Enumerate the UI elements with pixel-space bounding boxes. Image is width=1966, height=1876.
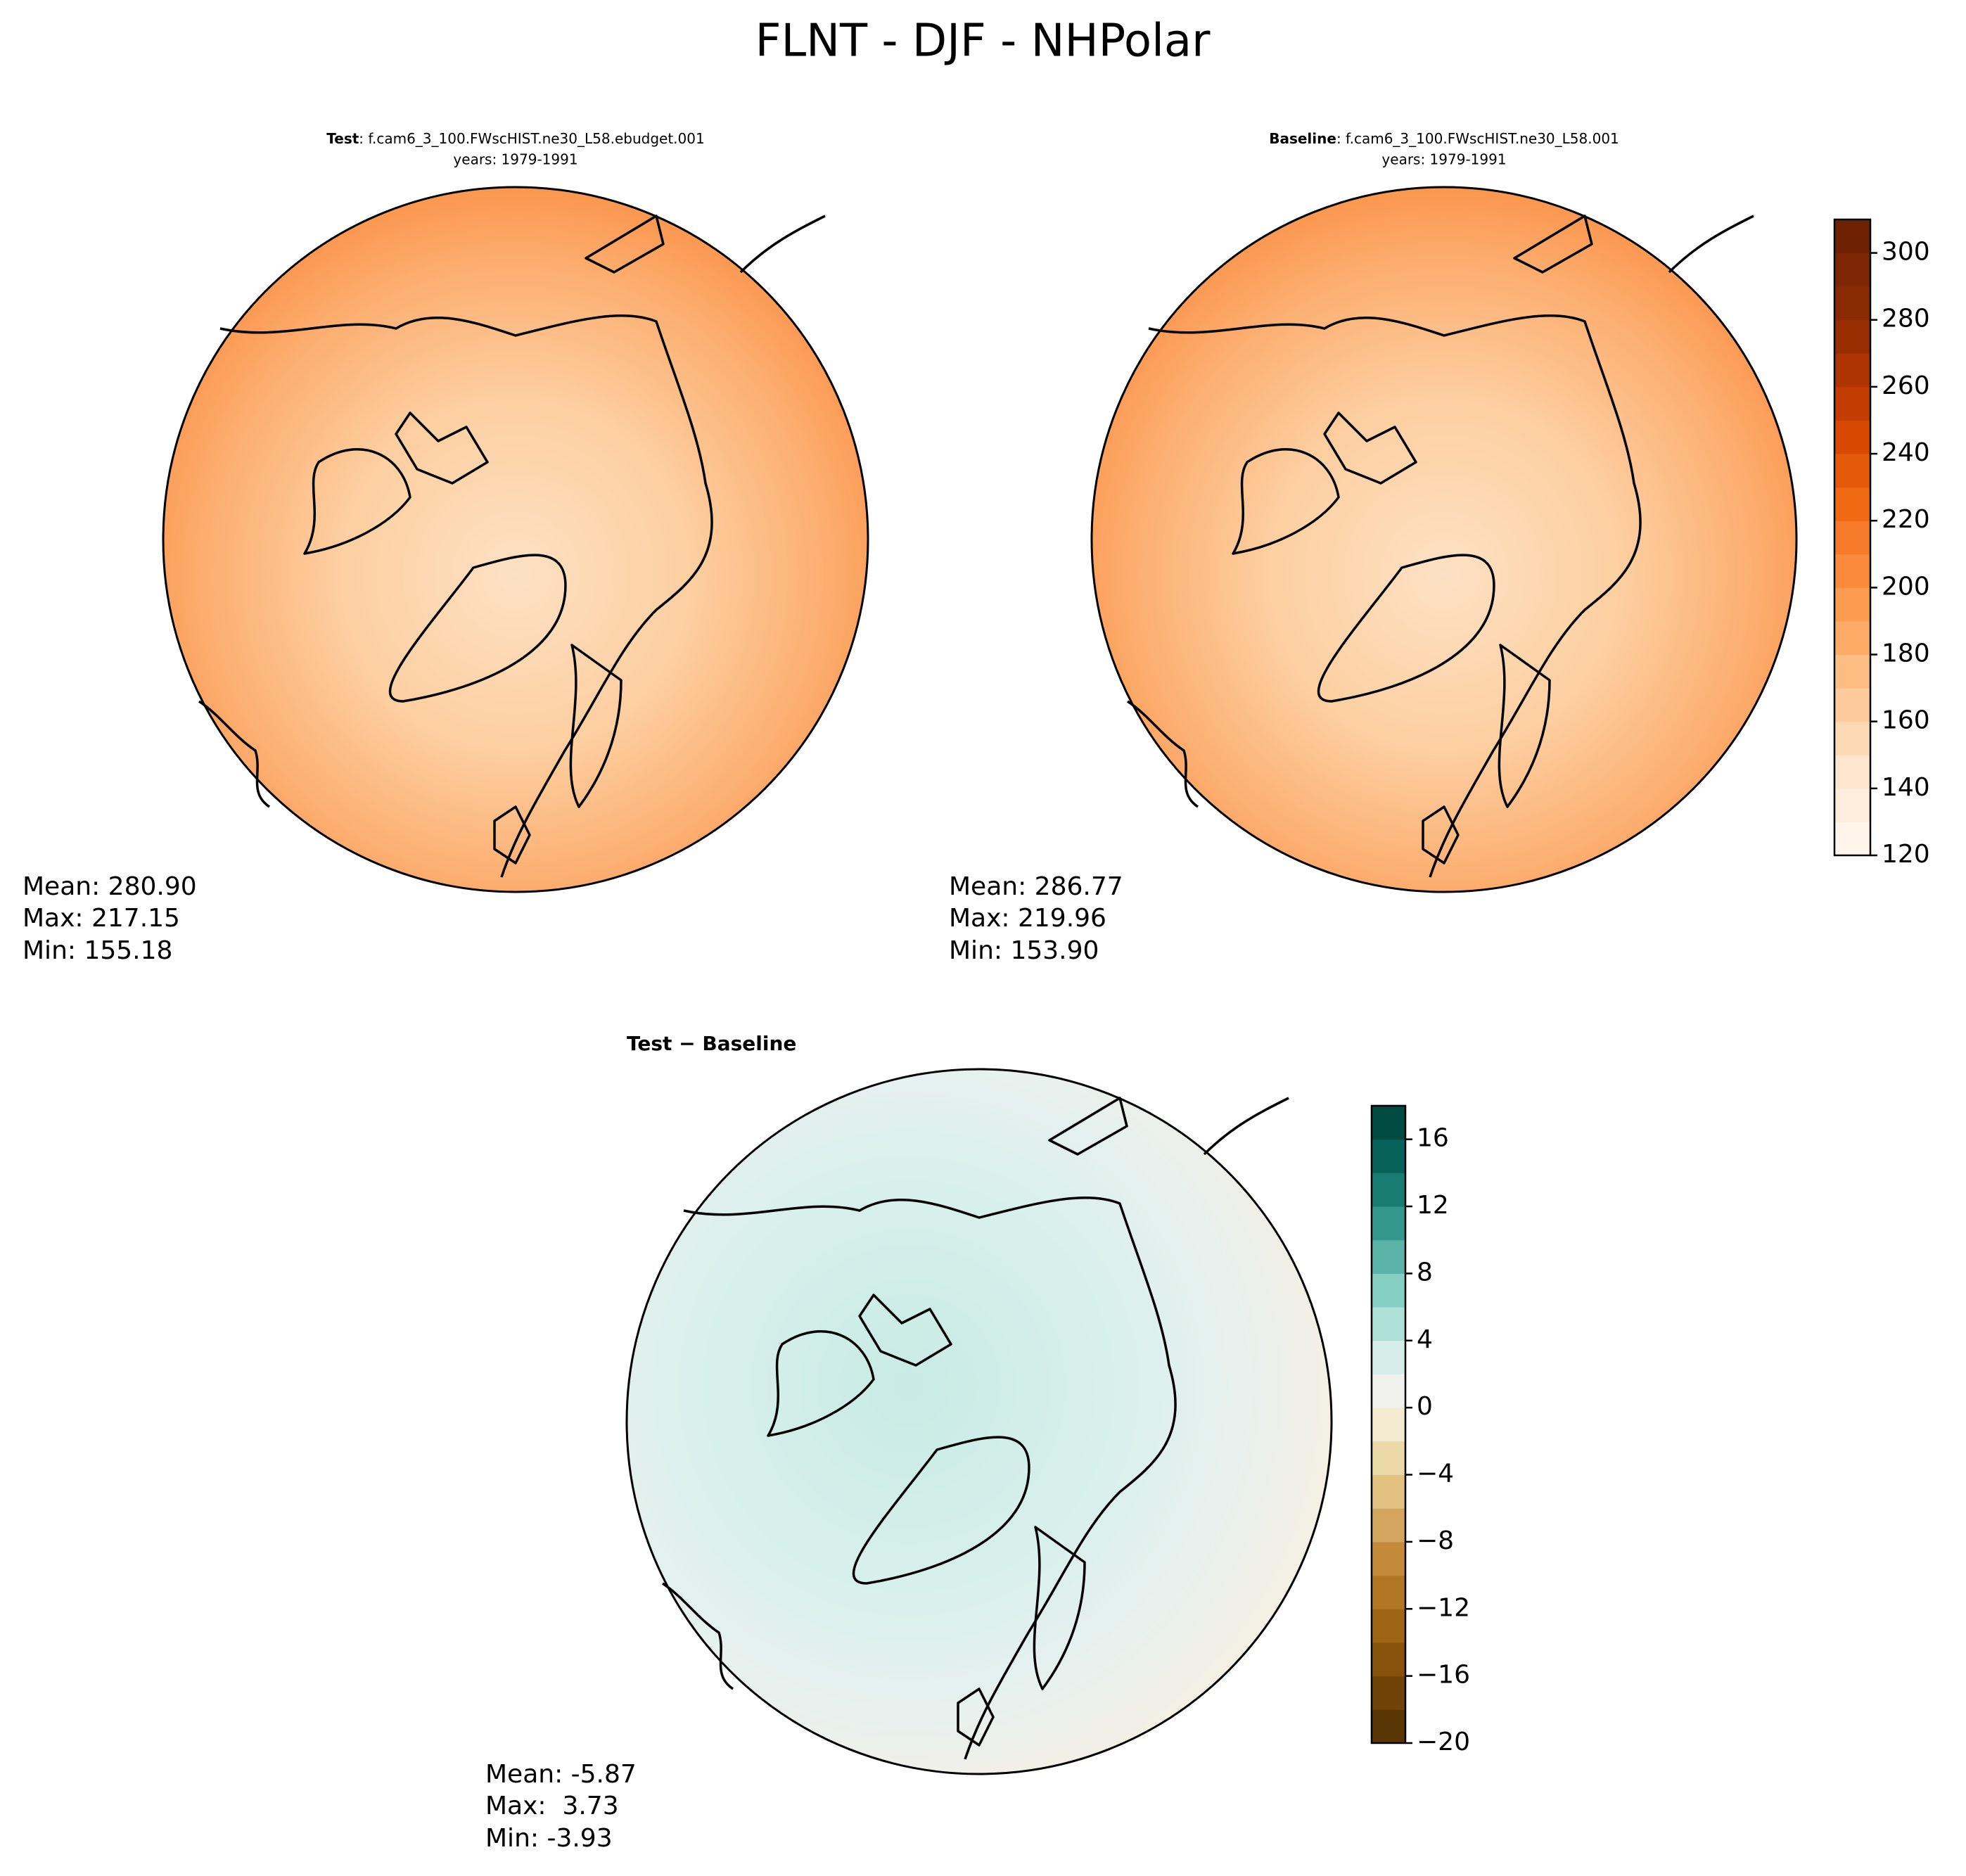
colorbar-tick-label: −20 <box>1417 1728 1470 1756</box>
map <box>162 186 869 893</box>
colorbar-band <box>1834 755 1870 789</box>
colorbar-band <box>1372 1273 1405 1308</box>
panel-years: years: 1979-1991 <box>453 151 577 168</box>
panel-label: Test <box>326 130 359 147</box>
stat: Max: 219.96 <box>949 904 1106 933</box>
colorbar-band <box>1372 1676 1405 1710</box>
stat: Mean: 280.90 <box>23 872 197 901</box>
colorbar-tick-label: −12 <box>1417 1593 1470 1622</box>
colorbar-band <box>1834 219 1870 254</box>
colorbar-tick-label: 160 <box>1882 706 1930 735</box>
panel-title: Test − Baseline <box>627 1032 796 1055</box>
colorbar-tick-label: 220 <box>1882 505 1930 534</box>
colorbar-tick-label: 12 <box>1417 1191 1449 1220</box>
colorbar-band <box>1372 1139 1405 1173</box>
map <box>625 1068 1333 1775</box>
panel-title: Test: f.cam6_3_100.FWscHIST.ne30_L58.ebu… <box>326 130 704 147</box>
colorbar-band <box>1372 1374 1405 1408</box>
colorbar-band <box>1372 1575 1405 1609</box>
colorbar-band <box>1834 353 1870 388</box>
panel-label: Baseline <box>1269 130 1336 147</box>
colorbar-band <box>1834 286 1870 321</box>
colorbar-band <box>1834 521 1870 555</box>
colorbar-tick-label: 280 <box>1882 305 1930 333</box>
colorbar-band <box>1834 554 1870 588</box>
colorbar-tick-label: 8 <box>1417 1258 1433 1287</box>
colorbar-band <box>1834 253 1870 287</box>
colorbar-band <box>1372 1408 1405 1442</box>
panel-case: : f.cam6_3_100.FWscHIST.ne30_L58.001 <box>1336 130 1619 147</box>
colorbar-band <box>1372 1206 1405 1241</box>
panel-title: Baseline: f.cam6_3_100.FWscHIST.ne30_L58… <box>1269 130 1619 147</box>
panel-years: years: 1979-1991 <box>1381 151 1506 168</box>
colorbar-band <box>1834 688 1870 722</box>
colorbar-band <box>1834 319 1870 354</box>
colorbar-tick-label: 180 <box>1882 639 1930 668</box>
colorbar-tick-label: 120 <box>1882 840 1930 869</box>
colorbar-tick-label: −4 <box>1417 1460 1454 1488</box>
colorbar-tick-label: −16 <box>1417 1661 1470 1690</box>
colorbar-band <box>1372 1541 1405 1576</box>
colorbar-band <box>1372 1307 1405 1341</box>
colorbar-tick-label: 0 <box>1417 1392 1433 1421</box>
stat: Min: -3.93 <box>485 1824 613 1853</box>
colorbar-tick-label: 140 <box>1882 773 1930 802</box>
colorbar-frame <box>1833 218 1872 857</box>
stat: Min: 153.90 <box>949 936 1099 965</box>
colorbar-band <box>1834 386 1870 421</box>
colorbar-band <box>1834 822 1870 856</box>
colorbar-tick-label: −8 <box>1417 1526 1454 1555</box>
stat: Mean: 286.77 <box>949 872 1123 901</box>
colorbar-tick-label: 16 <box>1417 1124 1449 1153</box>
colorbar-band <box>1834 420 1870 454</box>
map <box>1090 186 1798 893</box>
colorbar-tick-label: 240 <box>1882 438 1930 467</box>
stat: Mean: -5.87 <box>485 1760 637 1789</box>
colorbar-band <box>1372 1441 1405 1476</box>
colorbar-band <box>1834 454 1870 488</box>
colorbar-band <box>1834 587 1870 622</box>
colorbar-tick-label: 300 <box>1882 238 1930 267</box>
panel-case: : f.cam6_3_100.FWscHIST.ne30_L58.ebudget… <box>359 130 704 147</box>
stat: Max: 217.15 <box>23 904 180 933</box>
colorbar-tick-label: 200 <box>1882 572 1930 601</box>
colorbar-band <box>1834 620 1870 656</box>
colorbar-frame <box>1370 1104 1407 1744</box>
colorbar-tick-label: 260 <box>1882 371 1930 400</box>
colorbar-band <box>1372 1340 1405 1374</box>
colorbar-band <box>1372 1709 1405 1744</box>
colorbar-band <box>1834 487 1870 521</box>
colorbar-band <box>1372 1508 1405 1543</box>
figure-title: FLNT - DJF - NHPolar <box>755 15 1211 68</box>
stat: Min: 155.18 <box>23 936 172 965</box>
colorbar-band <box>1372 1106 1405 1140</box>
stat: Max: 3.73 <box>485 1792 619 1820</box>
colorbar-band <box>1834 788 1870 822</box>
colorbar-band <box>1372 1642 1405 1677</box>
colorbar-band <box>1372 1474 1405 1509</box>
colorbar-band <box>1834 721 1870 755</box>
colorbar-band <box>1372 1173 1405 1207</box>
colorbar-band <box>1372 1239 1405 1274</box>
colorbar-band <box>1372 1609 1405 1643</box>
colorbar-tick-label: 4 <box>1417 1325 1433 1354</box>
colorbar-band <box>1834 654 1870 689</box>
